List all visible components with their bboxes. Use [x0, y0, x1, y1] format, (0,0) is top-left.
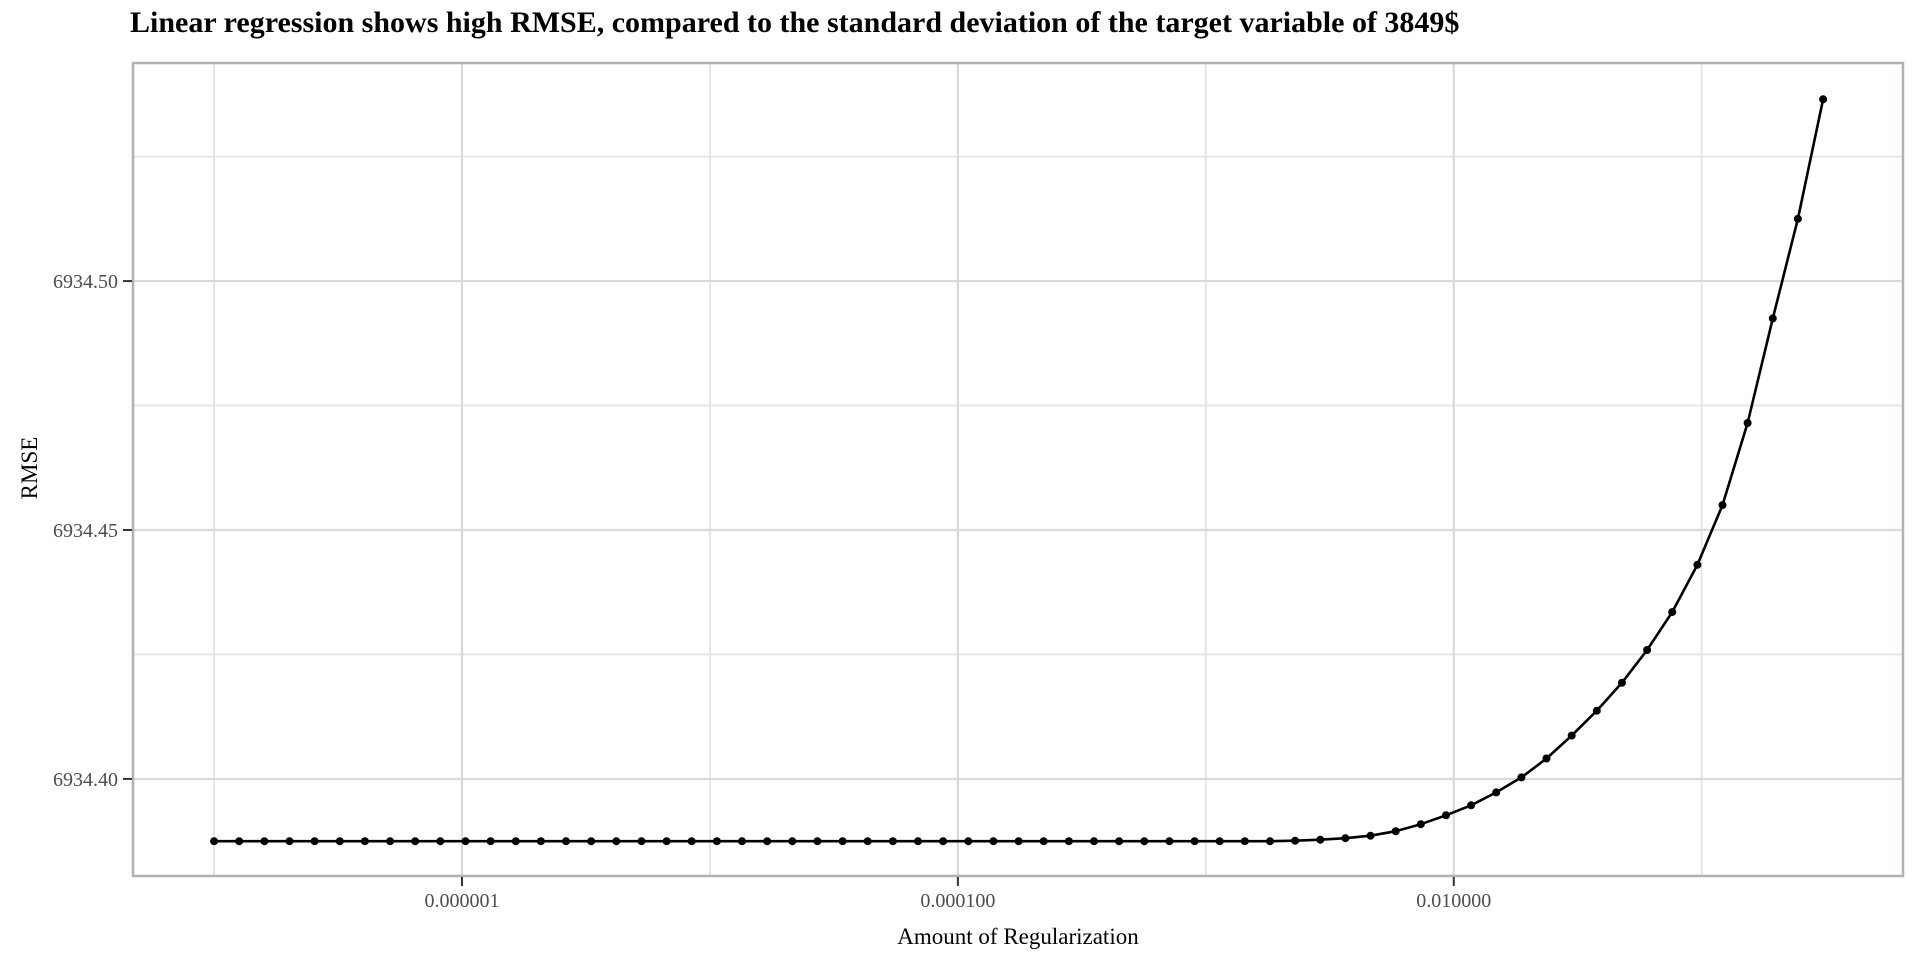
- data-point: [1090, 837, 1098, 846]
- data-point: [1014, 837, 1023, 846]
- series: [212, 98, 1825, 843]
- y-tick-label: 6934.50: [53, 271, 118, 293]
- x-tick-label: 0.000100: [920, 890, 995, 912]
- data-point: [813, 837, 822, 846]
- data-point: [687, 837, 696, 846]
- data-point: [788, 837, 797, 846]
- series-points: [210, 95, 1828, 846]
- y-axis-title: RMSE: [17, 436, 42, 500]
- data-point: [989, 837, 998, 846]
- data-point: [1467, 801, 1476, 810]
- data-point: [1617, 678, 1626, 687]
- data-point: [310, 837, 319, 846]
- data-point: [738, 837, 746, 846]
- data-point: [1517, 773, 1526, 782]
- axis-tick-labels: 0.000001 0.000100 0.010000 6934.40 6934.45 69…: [53, 271, 1491, 912]
- data-point: [461, 837, 470, 846]
- data-point: [1039, 837, 1048, 846]
- data-point: [1215, 837, 1224, 846]
- data-point: [1819, 95, 1828, 104]
- data-point: [1793, 214, 1802, 223]
- data-point: [260, 837, 269, 846]
- data-point: [1492, 788, 1501, 797]
- data-point: [763, 837, 772, 846]
- data-point: [511, 837, 520, 846]
- data-point: [436, 837, 445, 846]
- series-line: [212, 98, 1825, 843]
- data-point: [1542, 754, 1551, 763]
- data-point: [1165, 837, 1174, 846]
- data-point: [1366, 831, 1375, 840]
- gridlines-minor: [133, 63, 1903, 876]
- x-tick-label: 0.010000: [1416, 890, 1491, 912]
- data-point: [939, 837, 948, 846]
- data-point: [1442, 811, 1450, 820]
- data-point: [1115, 837, 1124, 846]
- axis-ticks: [123, 280, 1455, 886]
- data-point: [235, 837, 244, 846]
- x-tick-label: 0.000001: [425, 890, 500, 912]
- data-point: [1567, 731, 1576, 740]
- data-point: [1190, 837, 1199, 846]
- data-point: [335, 837, 344, 846]
- data-point: [1140, 837, 1149, 846]
- data-point: [1668, 608, 1677, 617]
- y-tick-label: 6934.45: [53, 520, 118, 542]
- data-point: [888, 837, 897, 846]
- data-point: [1316, 835, 1325, 844]
- data-point: [1064, 837, 1073, 846]
- panel-border: [131, 61, 1905, 878]
- data-point: [411, 837, 420, 846]
- data-point: [536, 837, 545, 846]
- data-point: [1341, 834, 1350, 843]
- data-point: [1693, 560, 1702, 569]
- data-point: [863, 837, 872, 846]
- data-point: [1416, 820, 1425, 829]
- data-point: [562, 837, 570, 846]
- chart-title: Linear regression shows high RMSE, compa…: [130, 6, 1460, 39]
- data-point: [1718, 501, 1727, 510]
- data-point: [1291, 836, 1300, 845]
- data-point: [612, 837, 621, 846]
- data-point: [1391, 827, 1400, 836]
- data-point: [1743, 419, 1752, 427]
- data-point: [964, 837, 973, 846]
- panel: [131, 61, 1905, 878]
- data-point: [712, 837, 721, 846]
- data-point: [1592, 706, 1601, 715]
- data-point: [1643, 646, 1652, 654]
- data-point: [914, 837, 922, 846]
- data-point: [1240, 837, 1249, 846]
- data-point: [1266, 837, 1274, 846]
- y-tick-label: 6934.40: [53, 769, 118, 791]
- data-point: [662, 837, 671, 846]
- data-point: [486, 837, 495, 846]
- data-point: [285, 837, 294, 846]
- data-point: [386, 837, 395, 846]
- data-point: [838, 837, 847, 846]
- data-point: [637, 837, 646, 846]
- gridlines-major: [133, 63, 1903, 876]
- x-axis-title: Amount of Regularization: [897, 924, 1139, 949]
- data-point: [1768, 314, 1777, 323]
- data-point: [360, 837, 369, 846]
- data-point: [210, 837, 219, 846]
- data-point: [587, 837, 596, 846]
